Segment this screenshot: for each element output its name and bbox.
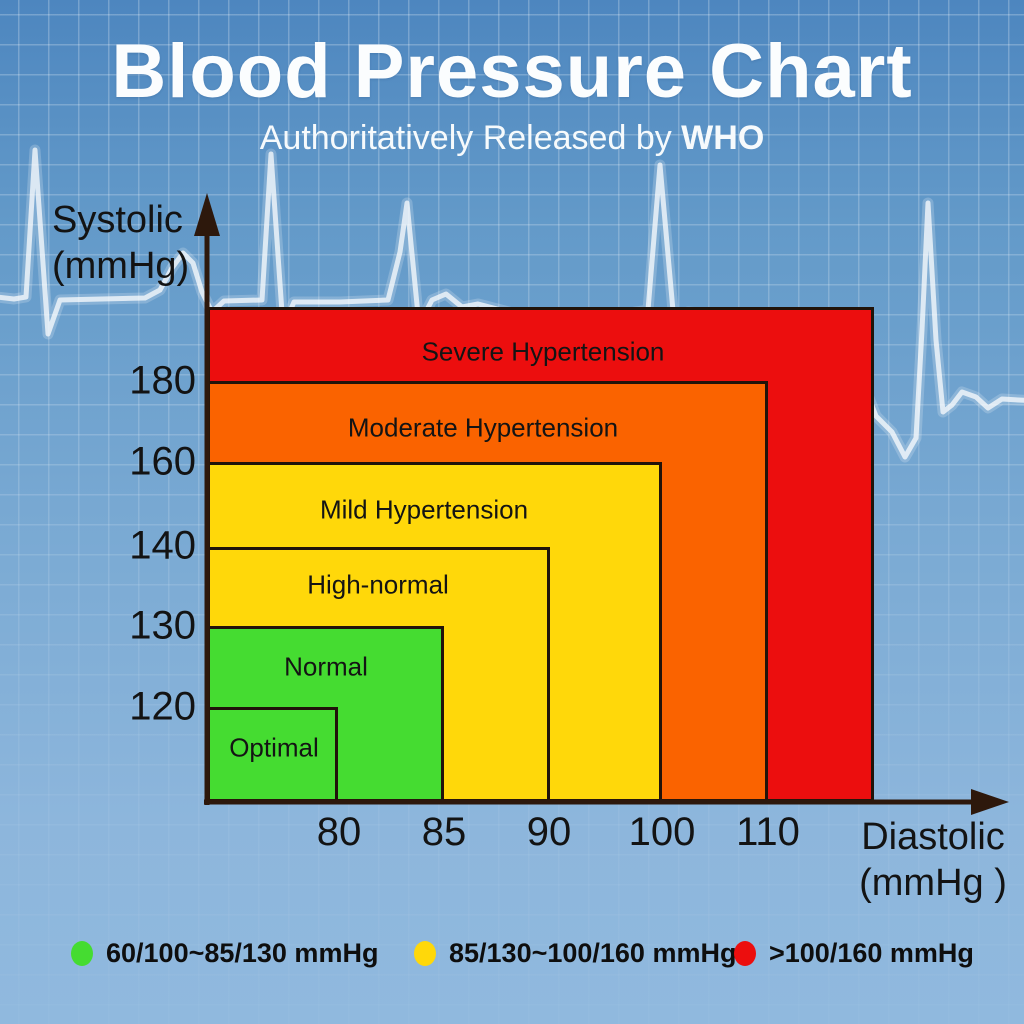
region-label-high-normal: High-normal <box>307 569 449 600</box>
region-label-optimal: Optimal <box>229 732 319 763</box>
y-axis-title-line2: (mmHg) <box>52 244 190 287</box>
region-label-normal: Normal <box>284 651 368 682</box>
page-title: Blood Pressure Chart <box>111 29 913 114</box>
legend-label-red: >100/160 mmHg <box>769 938 974 968</box>
subtitle-org: WHO <box>681 119 765 157</box>
y-tick-120: 120 <box>129 684 196 729</box>
region-label-moderate: Moderate Hypertension <box>347 412 619 443</box>
x-tick-110: 110 <box>736 810 800 854</box>
x-tick-85: 85 <box>421 810 467 854</box>
y-tick-130: 130 <box>129 603 196 648</box>
y-tick-140: 140 <box>129 523 196 568</box>
page-subtitle: Authoritatively Released by WHO <box>260 119 765 158</box>
legend-dot-red-icon <box>734 940 756 966</box>
region-optimal <box>207 707 338 802</box>
y-tick-180: 180 <box>129 358 196 403</box>
x-tick-80: 80 <box>316 810 362 854</box>
region-label-severe: Severe Hypertension <box>421 336 665 367</box>
x-axis-title-line1: Diastolic <box>861 816 1005 858</box>
legend-dot-yellow-icon <box>414 940 436 966</box>
subtitle-prefix: Authoritatively Released by <box>259 119 682 157</box>
legend-dot-green-icon <box>71 940 93 966</box>
x-tick-90: 90 <box>526 810 572 854</box>
legend-label-yellow: 85/130~100/160 mmHg <box>449 938 737 968</box>
y-axis-title-line1: Systolic <box>52 199 183 241</box>
y-axis-title: Systolic (mmHg) <box>52 198 189 289</box>
legend-item-yellow: 85/130~100/160 mmHg <box>414 936 736 970</box>
legend-item-red: >100/160 mmHg <box>734 936 974 970</box>
x-axis-title: Diastolic (mmHg ) <box>848 815 1018 906</box>
legend-item-green: 60/100~85/130 mmHg <box>71 936 378 970</box>
x-axis-title-line2: (mmHg ) <box>859 861 1007 904</box>
region-label-mild: Mild Hypertension <box>319 494 529 525</box>
legend-label-green: 60/100~85/130 mmHg <box>106 938 379 968</box>
y-tick-160: 160 <box>129 439 196 484</box>
x-tick-100: 100 <box>628 810 696 854</box>
